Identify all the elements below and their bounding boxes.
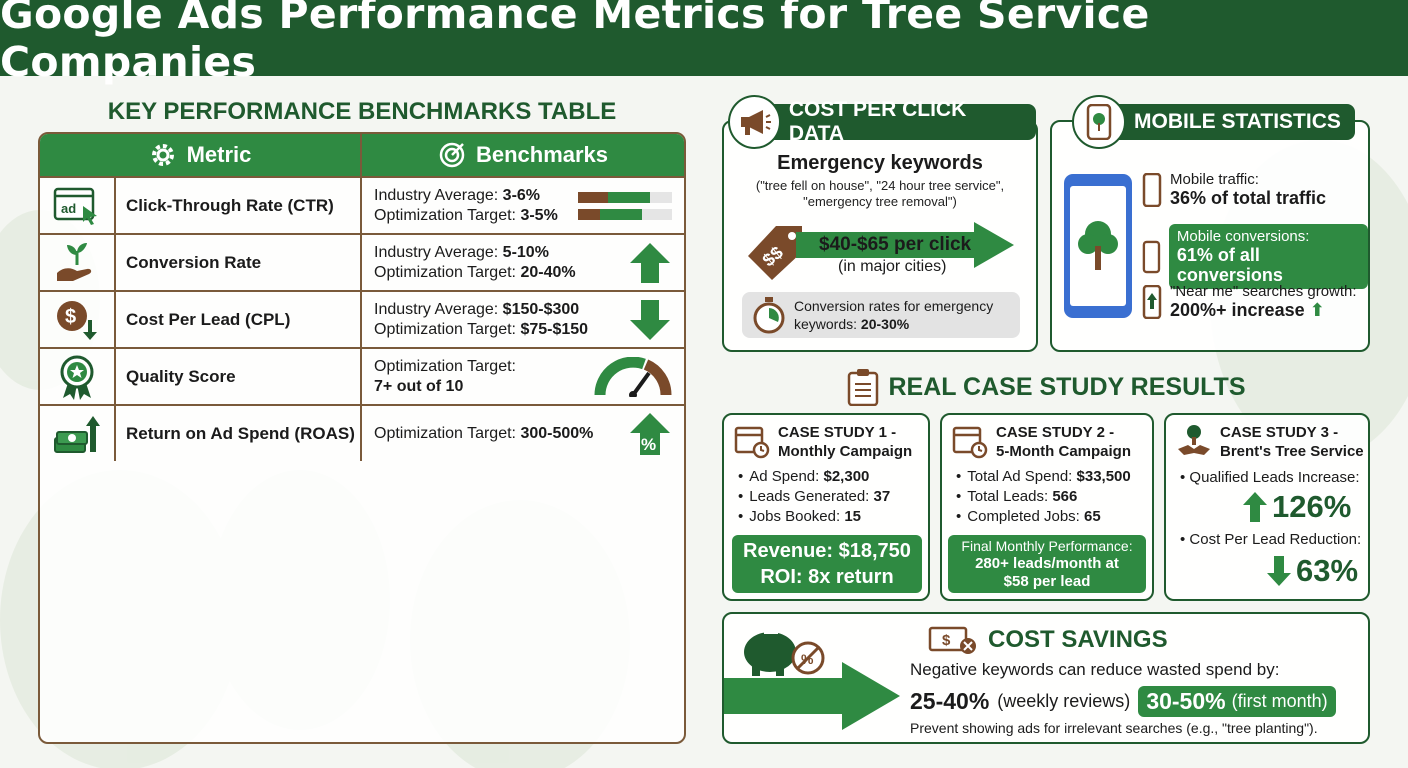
list-item: Completed Jobs: 65: [956, 507, 1131, 527]
list-item: Total Leads: 566: [956, 487, 1131, 507]
svg-text:$: $: [65, 306, 76, 328]
plant-hand-icon: [57, 242, 92, 281]
phone-tree-icon: [1086, 104, 1112, 140]
table-row: $ Cost Per Lead (CPL) Industry Average: …: [40, 290, 684, 347]
case-3-value-2: 63%: [1266, 553, 1358, 589]
price-tag-icon: $$: [748, 226, 802, 280]
arrow-up-icon: [1243, 492, 1267, 522]
benchmark-values: Optimization Target: 7+ out of 10: [374, 357, 516, 395]
ctr-progress-bars: [578, 191, 672, 220]
gear-icon: [151, 144, 174, 166]
megaphone-icon: [741, 110, 772, 135]
benchmarks-column-header: Benchmarks: [362, 134, 684, 176]
cpc-keyword-title: Emergency keywords: [777, 152, 983, 174]
savings-description: Negative keywords can reduce wasted spen…: [910, 660, 1280, 679]
svg-text:$: $: [942, 632, 951, 649]
case-2-list: Total Ad Spend: $33,500 Total Leads: 566…: [956, 467, 1131, 527]
metric-name: Click-Through Rate (CTR): [116, 178, 362, 233]
metric-name: Conversion Rate: [116, 235, 362, 290]
target-icon: [439, 142, 465, 168]
benchmark-values: Industry Average: 3-6% Optimization Targ…: [374, 186, 558, 224]
page-title: Google Ads Performance Metrics for Tree …: [0, 0, 1150, 86]
arrow-down-icon: [630, 299, 670, 340]
page-header: Google Ads Performance Metrics for Tree …: [0, 0, 1408, 86]
svg-text:ad: ad: [61, 201, 76, 216]
metric-name: Quality Score: [116, 349, 362, 404]
cost-savings-title: $ COST SAVINGS: [928, 624, 1168, 656]
case-study-title: REAL CASE STUDY RESULTS: [722, 368, 1370, 406]
table-row: Return on Ad Spend (ROAS) Optimization T…: [40, 404, 684, 461]
benchmark-values: Industry Average: 5-10% Optimization Tar…: [374, 243, 576, 281]
case-2-final-box: Final Monthly Performance: 280+ leads/mo…: [948, 535, 1146, 593]
cost-savings-card: % $ COST SAVINGS Negative keywords can r…: [722, 612, 1370, 744]
cost-per-click-card: COST PER CLICK DATA Emergency keywords (…: [722, 95, 1038, 352]
money-growth-icon: [54, 415, 100, 453]
mobile-icon: [1142, 240, 1161, 273]
award-ribbon-icon: [60, 355, 94, 400]
metric-name: Return on Ad Spend (ROAS): [116, 406, 362, 461]
benchmarks-title: KEY PERFORMANCE BENCHMARKS TABLE: [107, 98, 617, 125]
case-1-list: Ad Spend: $2,300 Leads Generated: 37 Job…: [738, 467, 890, 527]
metric-column-header: Metric: [40, 134, 362, 176]
table-row: Conversion Rate Industry Average: 5-10% …: [40, 233, 684, 290]
list-item: Leads Generated: 37: [738, 487, 890, 507]
clipboard-icon: [847, 369, 878, 406]
case-1-revenue-box: Revenue: $18,750 ROI: 8x return: [732, 535, 922, 593]
money-cancel-icon: $: [928, 626, 976, 654]
case-study-3-card: CASE STUDY 3 - Brent's Tree Service • Qua…: [1164, 413, 1370, 601]
list-item: Total Ad Spend: $33,500: [956, 467, 1130, 487]
ad-click-icon: ad: [53, 187, 97, 225]
case-3-item-2: • Cost Per Lead Reduction:: [1180, 531, 1362, 548]
benchmark-values: Industry Average: $150-$300 Optimization…: [374, 300, 589, 338]
cpc-price-note: (in major cities): [838, 258, 947, 275]
table-header: Metric Benchmarks: [40, 134, 684, 176]
mobile-icon: [1142, 172, 1162, 207]
case-study-2-card: CASE STUDY 2 -5-Month Campaign Total Ad …: [940, 413, 1154, 601]
mobile-arrow-up-icon: [1142, 284, 1162, 319]
case-study-1-card: CASE STUDY 1 -Monthly Campaign Ad Spend:…: [722, 413, 930, 601]
metric-name: Cost Per Lead (CPL): [116, 292, 362, 347]
tree-handshake-icon: [1178, 425, 1210, 455]
svg-text:%: %: [641, 435, 656, 454]
case-3-item-1: • Qualified Leads Increase:: [1180, 469, 1360, 486]
savings-note: Prevent showing ads for irrelevant searc…: [910, 720, 1318, 736]
benchmarks-table: Metric Benchmarks ad Click-Through Rate …: [38, 132, 686, 744]
first-month-savings-badge: 30-50% (first month): [1138, 686, 1336, 717]
calendar-clock-icon: [952, 426, 988, 459]
gauge-icon: [594, 356, 672, 397]
list-item: Ad Spend: $2,300: [738, 467, 890, 487]
case-3-value-1: 126%: [1242, 489, 1351, 525]
arrow-up-icon: [630, 242, 670, 283]
cpc-keyword-examples: ("tree fell on house", "24 hour tree ser…: [755, 178, 1005, 209]
list-item: Jobs Booked: 15: [738, 507, 890, 527]
mobile-statistics-card: MOBILE STATISTICS Mobile traffic: 36% of …: [1050, 95, 1370, 352]
near-me-growth-stat: "Near me" searches growth: 200%+ increase…: [1142, 282, 1357, 321]
table-row: ad Click-Through Rate (CTR) Industry Ave…: [40, 176, 684, 233]
benchmark-values: Optimization Target: 300-500%: [374, 424, 594, 442]
dollar-down-icon: $: [57, 300, 97, 340]
piggy-bank-icon: %: [744, 630, 825, 676]
percent-arrow-up-icon: %: [630, 412, 670, 455]
mobile-traffic-stat: Mobile traffic: 36% of total traffic: [1142, 170, 1326, 209]
savings-arrow: [724, 662, 900, 730]
cpc-conversion-box: Conversion rates for emergency keywords:…: [742, 292, 1020, 338]
calendar-clock-icon: [734, 426, 770, 459]
savings-values: 25-40% (weekly reviews) 30-50% (first mo…: [910, 686, 1336, 717]
table-row: Quality Score Optimization Target: 7+ ou…: [40, 347, 684, 404]
mobile-conversions-stat: Mobile conversions: 61% of all conversion…: [1142, 224, 1368, 289]
arrow-down-icon: [1267, 556, 1291, 586]
cpc-price: $40-$65 per click: [819, 234, 972, 255]
price-arrow: [796, 222, 1014, 268]
mobile-tab: MOBILE STATISTICS: [1072, 95, 1355, 149]
svg-text:%: %: [801, 651, 814, 667]
smartphone-illustration: [1064, 174, 1132, 318]
cpc-tab: COST PER CLICK DATA: [728, 95, 1036, 149]
stopwatch-icon: [753, 297, 785, 334]
